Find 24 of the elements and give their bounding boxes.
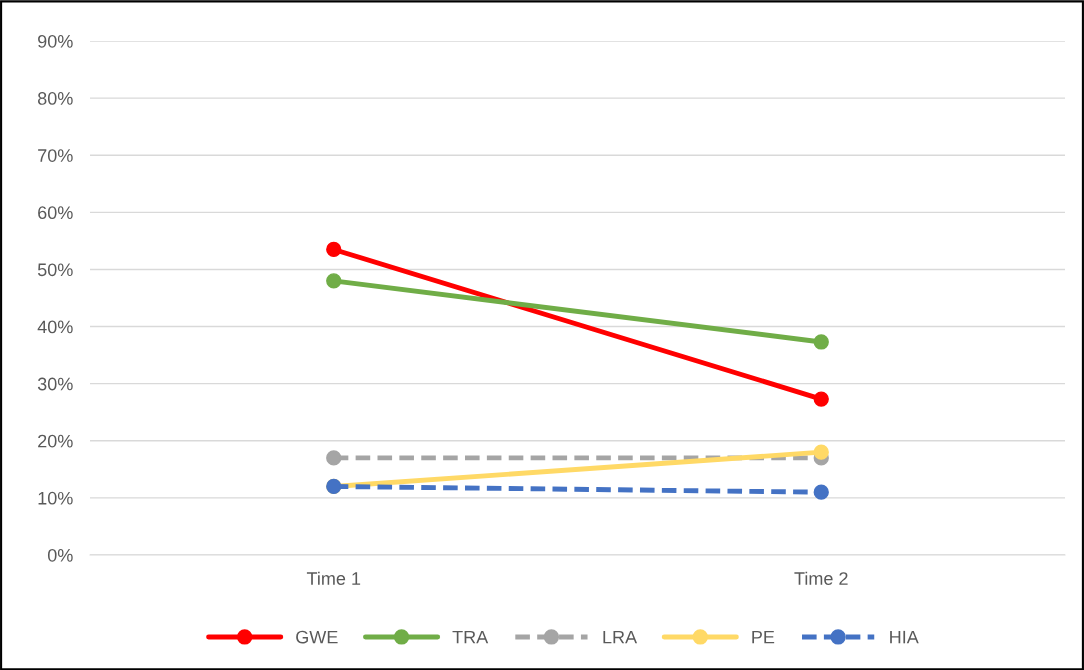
y-tick-label: 30% — [37, 377, 73, 391]
legend-label: HIA — [890, 630, 919, 644]
point — [813, 334, 829, 350]
y-tick-label: 0% — [47, 548, 73, 562]
point — [326, 241, 342, 258]
point — [813, 444, 829, 460]
y-tick-label: 10% — [38, 491, 73, 505]
y-tick-label: 90% — [38, 34, 73, 48]
point — [813, 484, 829, 500]
point — [326, 450, 342, 466]
y-tick-label: 70% — [38, 149, 73, 162]
y-tick-label: 60% — [38, 206, 73, 220]
y-tick-label: 80% — [37, 92, 73, 105]
y-tick-label: 20% — [38, 434, 73, 448]
legend-label: GWE — [296, 630, 338, 644]
y-tick-label: 40% — [37, 320, 73, 334]
legend-label: PE — [752, 630, 775, 644]
x-tick-label: Time 1 — [306, 571, 361, 585]
legend-label: TRA — [452, 630, 489, 644]
y-tick-label: 50% — [37, 263, 73, 277]
point — [326, 273, 342, 289]
point — [813, 391, 829, 407]
x-tick-label: Time 2 — [794, 571, 848, 585]
legend-label: LRA — [603, 630, 638, 644]
